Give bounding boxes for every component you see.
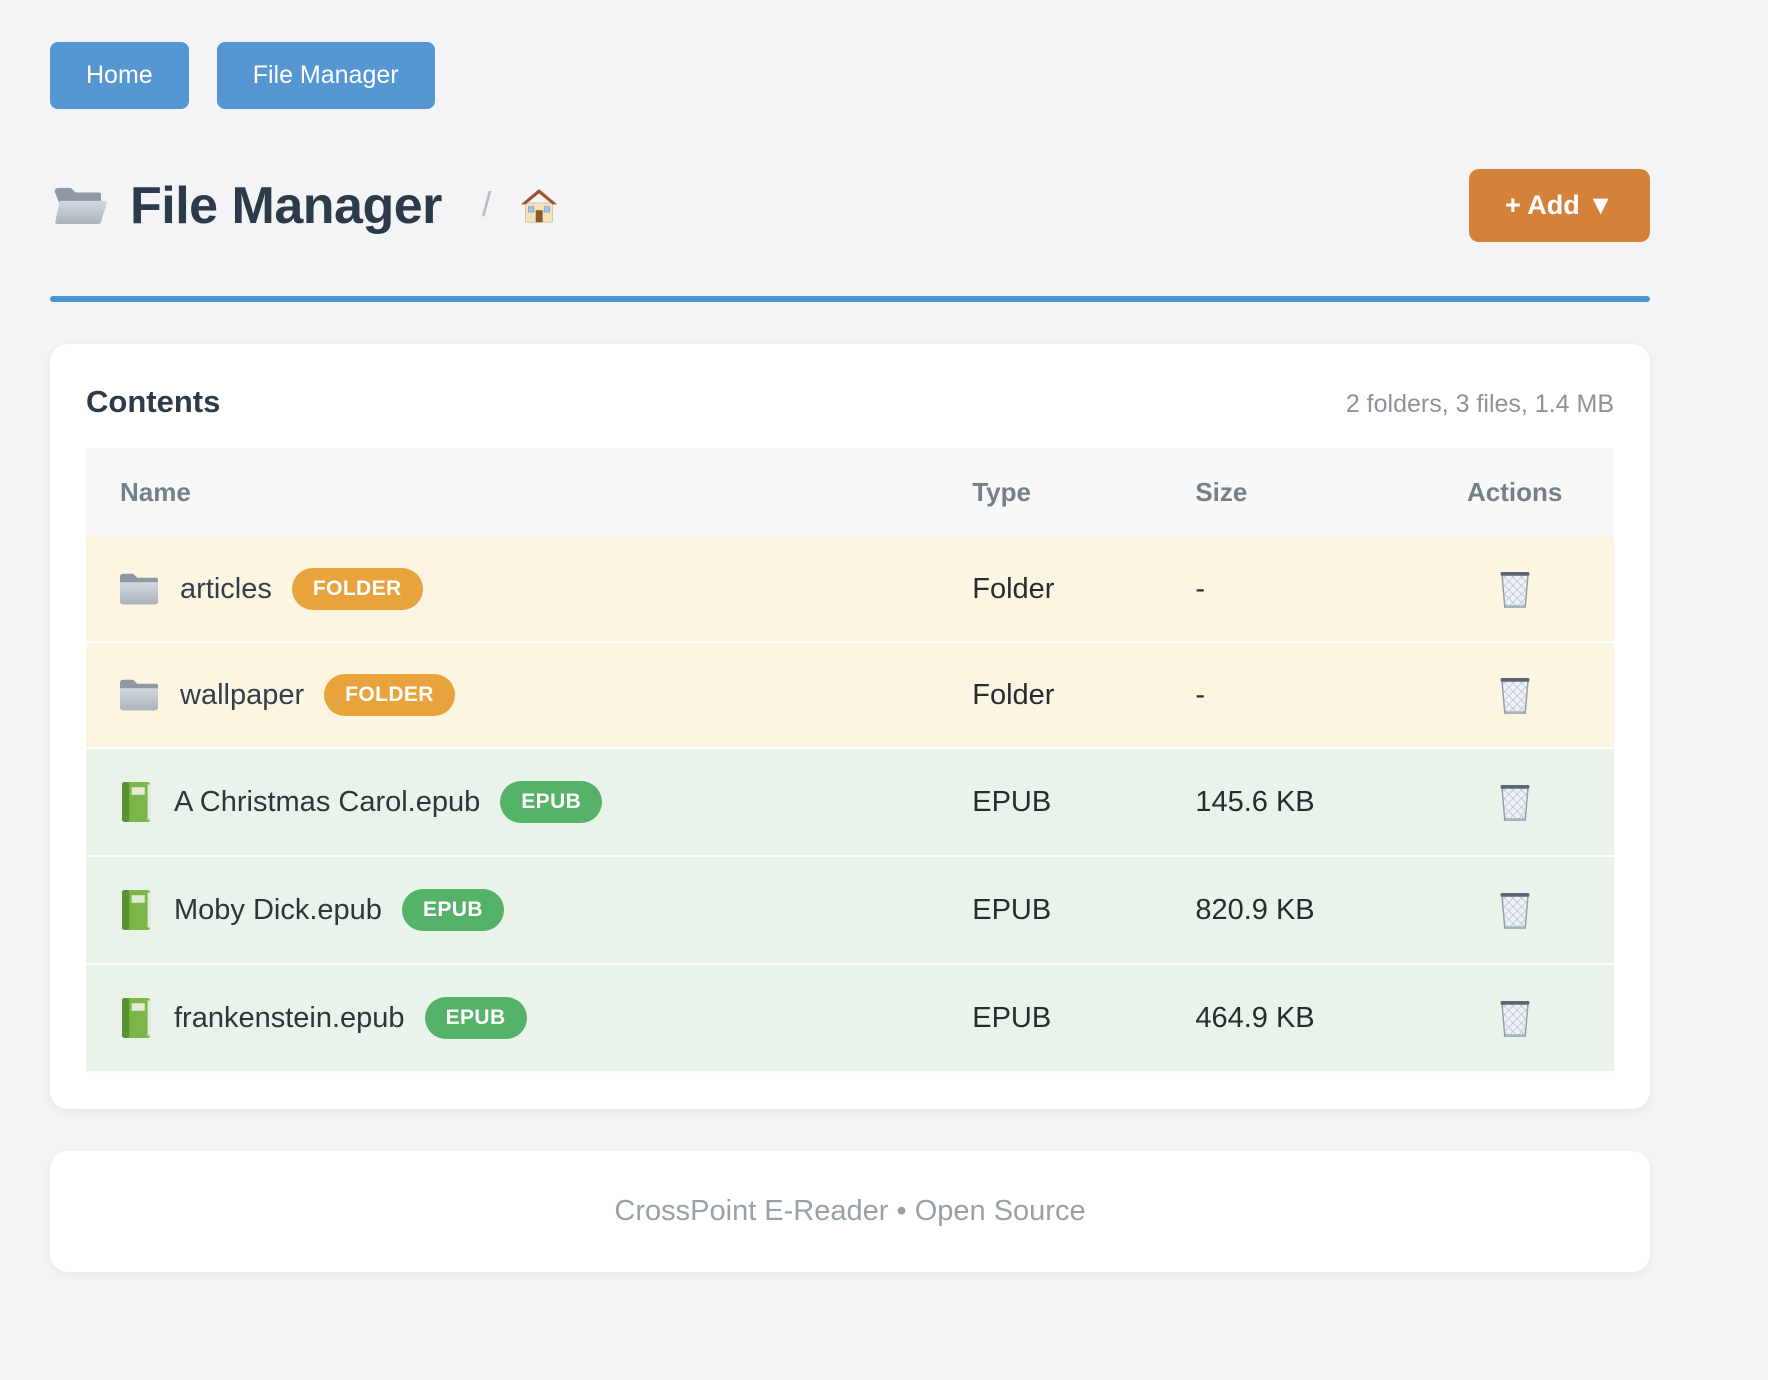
table-header: Name Type Size Actions: [86, 448, 1614, 537]
book-icon: [118, 888, 154, 932]
type-badge: EPUB: [424, 997, 527, 1039]
table-row: A Christmas Carol.epub EPUB EPUB 145.6 K…: [86, 749, 1614, 857]
folder-icon: [118, 677, 160, 713]
trash-icon: [1496, 889, 1534, 931]
column-header-name: Name: [120, 477, 191, 507]
open-folder-icon: [50, 182, 108, 229]
size-cell: -: [1195, 678, 1205, 711]
add-button[interactable]: + Add ▼: [1469, 169, 1650, 242]
size-cell: 464.9 KB: [1195, 1001, 1315, 1034]
book-icon: [118, 996, 154, 1040]
trash-icon: [1496, 997, 1534, 1039]
file-name-link[interactable]: wallpaper: [180, 678, 305, 711]
file-name-link[interactable]: frankenstein.epub: [174, 1001, 405, 1034]
file-manager-button[interactable]: File Manager: [216, 42, 435, 109]
divider: [50, 296, 1650, 302]
delete-button[interactable]: [1492, 564, 1538, 614]
folder-icon: [118, 571, 160, 607]
type-cell: EPUB: [972, 893, 1052, 926]
column-header-size: Size: [1195, 477, 1248, 507]
type-cell: Folder: [972, 572, 1055, 605]
delete-button[interactable]: [1492, 670, 1538, 720]
size-cell: -: [1195, 572, 1205, 605]
trash-icon: [1496, 674, 1534, 716]
column-header-actions: Actions: [1466, 477, 1563, 507]
type-badge: EPUB: [500, 781, 603, 823]
page-title: File Manager: [130, 176, 442, 235]
file-table: Name Type Size Actions articles FOLDER F…: [86, 448, 1614, 1073]
page-header: File Manager / + Add ▼: [50, 169, 1650, 242]
trash-icon: [1496, 568, 1534, 610]
contents-card: Contents 2 folders, 3 files, 1.4 MB Name…: [50, 344, 1650, 1109]
footer-text: CrossPoint E-Reader • Open Source: [614, 1195, 1086, 1227]
contents-summary: 2 folders, 3 files, 1.4 MB: [1345, 390, 1614, 418]
footer: CrossPoint E-Reader • Open Source: [50, 1151, 1650, 1272]
table-row: wallpaper FOLDER Folder -: [86, 643, 1614, 749]
table-row: frankenstein.epub EPUB EPUB 464.9 KB: [86, 965, 1614, 1073]
table-row: articles FOLDER Folder -: [86, 537, 1614, 643]
file-name-link[interactable]: articles: [180, 572, 272, 605]
type-badge: EPUB: [401, 889, 504, 931]
page: Home File Manager File Manager / + Add ▼…: [50, 0, 1650, 1272]
trash-icon: [1496, 781, 1534, 823]
table-row: Moby Dick.epub EPUB EPUB 820.9 KB: [86, 857, 1614, 965]
delete-button[interactable]: [1492, 993, 1538, 1043]
type-cell: EPUB: [972, 785, 1052, 818]
size-cell: 820.9 KB: [1195, 893, 1315, 926]
type-cell: EPUB: [972, 1001, 1052, 1034]
delete-button[interactable]: [1492, 777, 1538, 827]
size-cell: 145.6 KB: [1195, 785, 1315, 818]
file-name-link[interactable]: A Christmas Carol.epub: [174, 785, 481, 818]
home-breadcrumb-icon[interactable]: [519, 187, 559, 224]
column-header-type: Type: [972, 477, 1031, 507]
type-cell: Folder: [972, 678, 1055, 711]
contents-heading: Contents: [86, 384, 221, 419]
file-name-link[interactable]: Moby Dick.epub: [174, 893, 382, 926]
type-badge: FOLDER: [324, 674, 455, 716]
type-badge: FOLDER: [291, 568, 423, 610]
delete-button[interactable]: [1492, 885, 1538, 935]
breadcrumb-separator: /: [481, 186, 492, 224]
home-button[interactable]: Home: [50, 42, 189, 109]
top-nav: Home File Manager: [50, 42, 1650, 109]
book-icon: [118, 780, 154, 824]
